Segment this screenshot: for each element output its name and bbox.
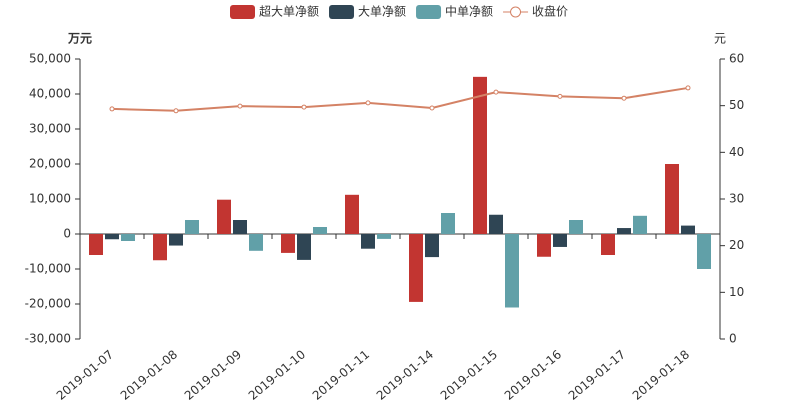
y-tick-label: 10,000 (29, 192, 71, 206)
line-point (557, 93, 563, 99)
y-tick-label: 40,000 (29, 87, 71, 101)
bar (441, 213, 455, 234)
bar (313, 227, 327, 234)
y2-tick-label: 20 (729, 238, 744, 252)
bar (105, 234, 119, 240)
bar (377, 234, 391, 239)
bar (665, 164, 679, 234)
x-tick-label: 2019-01-10 (246, 347, 308, 400)
x-tick-label: 2019-01-18 (630, 347, 692, 400)
y-tick-label: 20,000 (29, 157, 71, 171)
legend-icon (416, 5, 442, 19)
bar (89, 234, 103, 255)
line-point (109, 106, 115, 112)
bar (473, 76, 487, 234)
bar (697, 234, 711, 269)
y2-axis-label: 元 (714, 32, 726, 46)
bar (489, 214, 503, 234)
x-tick-label: 2019-01-14 (374, 347, 436, 400)
bar (361, 234, 375, 249)
y-axis-label: 万元 (67, 32, 92, 46)
bar (153, 234, 167, 261)
bar (553, 234, 567, 247)
line-point (621, 95, 627, 101)
bar (505, 234, 519, 308)
line-point (173, 108, 179, 114)
x-tick-label: 2019-01-16 (502, 347, 564, 400)
y2-tick-label: 10 (729, 285, 744, 299)
bar (345, 194, 359, 234)
legend-label: 中单净额 (445, 4, 493, 19)
y-tick-label: -20,000 (25, 297, 71, 311)
line-point (365, 100, 371, 106)
y-tick-label: 30,000 (29, 122, 71, 136)
y2-tick-label: 60 (729, 52, 744, 66)
x-tick-label: 2019-01-07 (54, 347, 116, 400)
x-tick-label: 2019-01-17 (566, 347, 628, 400)
line-point (429, 105, 435, 111)
bar (281, 234, 295, 253)
legend-icon (510, 6, 522, 18)
bar (409, 234, 423, 302)
legend-icon (230, 5, 255, 19)
bar (633, 215, 647, 234)
x-tick-label: 2019-01-11 (310, 347, 372, 400)
y2-tick-label: 50 (729, 98, 744, 112)
y2-tick-label: 40 (729, 145, 744, 159)
bar (169, 234, 183, 246)
bar (249, 234, 263, 251)
bar (601, 234, 615, 255)
y2-tick-label: 0 (729, 332, 737, 346)
bar (121, 234, 135, 241)
x-tick-label: 2019-01-15 (438, 347, 500, 400)
bar (425, 234, 439, 258)
bar (217, 199, 231, 234)
line-point (301, 104, 307, 110)
y-tick-label: -30,000 (25, 332, 71, 346)
y-tick-label: 0 (63, 227, 71, 241)
x-tick-label: 2019-01-09 (182, 347, 244, 400)
legend-icon (329, 5, 355, 19)
bar (297, 234, 311, 260)
bar (537, 234, 551, 257)
x-tick-label: 2019-01-08 (118, 347, 180, 400)
y-tick-label: -10,000 (25, 262, 71, 276)
legend-label: 超大单净额 (259, 4, 319, 19)
legend-label: 收盘价 (532, 4, 568, 19)
y-tick-label: 50,000 (29, 52, 71, 66)
bar (569, 220, 583, 234)
line-point (685, 85, 691, 91)
line (111, 86, 689, 112)
line-point (493, 89, 499, 95)
bar (233, 220, 247, 234)
bar (617, 228, 631, 234)
line-point (237, 103, 243, 109)
bar (185, 220, 199, 234)
y2-tick-label: 30 (729, 192, 744, 206)
bar (681, 225, 695, 234)
legend-label: 大单净额 (358, 5, 406, 19)
